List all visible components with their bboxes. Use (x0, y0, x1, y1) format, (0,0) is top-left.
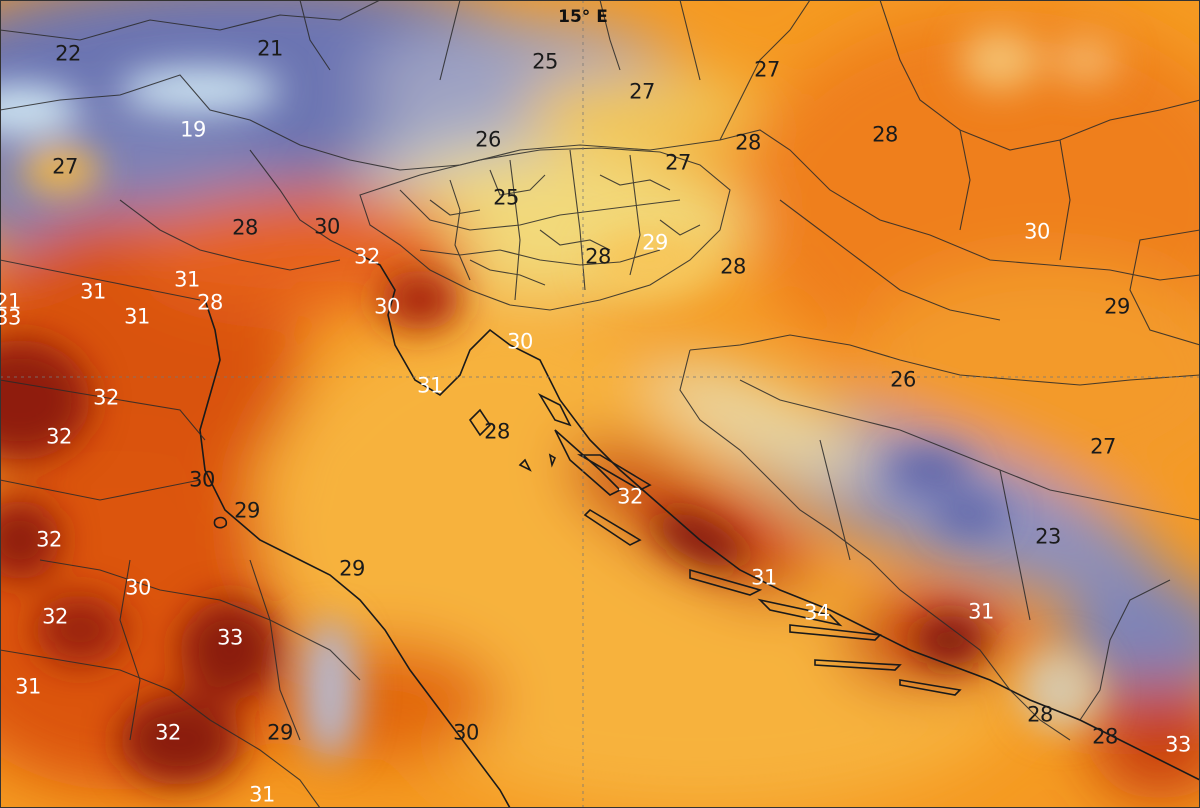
temperature-label: 32 (155, 720, 181, 745)
coastlines (199, 254, 1200, 808)
temperature-label: 30 (453, 720, 479, 745)
temperature-label: 31 (80, 279, 106, 304)
temperature-label: 28 (484, 419, 510, 444)
temperature-label: 28 (1092, 724, 1118, 749)
temperature-label: 31 (124, 304, 150, 329)
temperature-label: 28 (197, 290, 223, 315)
temperature-label: 28 (1027, 702, 1053, 727)
temperature-label: 32 (354, 244, 380, 269)
temperature-label: 27 (52, 154, 78, 179)
temperature-label: 33 (1165, 732, 1191, 757)
temperature-label: 32 (617, 484, 643, 509)
temperature-label: 21 (0, 289, 21, 314)
temperature-label: 32 (46, 424, 72, 449)
temperature-label: 30 (1024, 219, 1050, 244)
temperature-label: 28 (872, 122, 898, 147)
temperature-label: 31 (15, 674, 41, 699)
temperature-label: 31 (968, 599, 994, 624)
temperature-label: 28 (735, 130, 761, 155)
temperature-label: 28 (720, 254, 746, 279)
temperature-label: 29 (339, 556, 365, 581)
temperature-field-detail (0, 30, 1120, 785)
temperature-label: 19 (180, 117, 206, 142)
temperature-label: 21 (257, 36, 283, 61)
temperature-label: 31 (751, 565, 777, 590)
temperature-label: 30 (125, 575, 151, 600)
temperature-label: 22 (55, 41, 81, 66)
temperature-label: 32 (36, 527, 62, 552)
temperature-label: 25 (493, 185, 519, 210)
temperature-label: 26 (890, 367, 916, 392)
temperature-label: 23 (1035, 524, 1061, 549)
temperature-label: 30 (189, 467, 215, 492)
temperature-label: 30 (314, 214, 340, 239)
temperature-label: 31 (249, 782, 275, 807)
temperature-label: 32 (93, 385, 119, 410)
temperature-label: 29 (267, 720, 293, 745)
temperature-label: 30 (374, 294, 400, 319)
temperature-label: 32 (42, 604, 68, 629)
temperature-label: 27 (665, 150, 691, 175)
temperature-label: 29 (1104, 294, 1130, 319)
temperature-label: 33 (217, 625, 243, 650)
temperature-label: 29 (234, 498, 260, 523)
temperature-label: 31 (417, 373, 443, 398)
temperature-label: 27 (1090, 434, 1116, 459)
temperature-label: 28 (232, 215, 258, 240)
temperature-label: 27 (754, 57, 780, 82)
temperature-label: 29 (642, 230, 668, 255)
temperature-label: 25 (532, 49, 558, 74)
temperature-label: 33 (0, 305, 21, 330)
temperature-label: 31 (174, 267, 200, 292)
temperature-label: 28 (585, 244, 611, 269)
temperature-label: 27 (629, 79, 655, 104)
temperature-label: 26 (475, 127, 501, 152)
temperature-label: 34 (804, 600, 830, 625)
meridian-label: 15° E (558, 7, 608, 27)
temperature-label: 30 (507, 329, 533, 354)
